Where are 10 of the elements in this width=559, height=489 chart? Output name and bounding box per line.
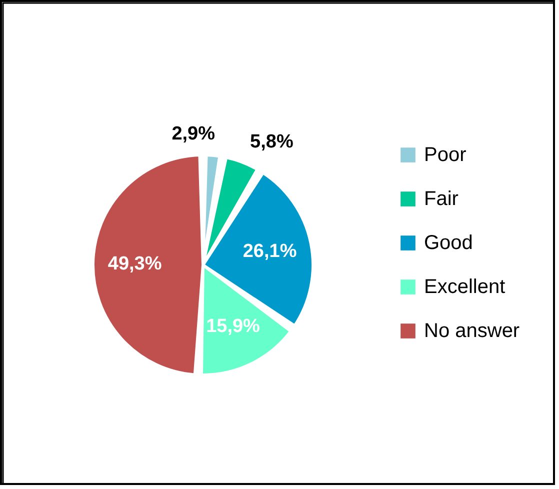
data-label: 26,1% [242,241,297,262]
data-label: 5,8% [250,132,294,153]
legend-label: No answer [424,320,520,342]
data-label: 15,9% [206,316,260,338]
legend-label: Fair [424,188,459,210]
data-label: 49,3% [108,254,162,274]
legend-label: Good [424,232,473,254]
legend-label: Poor [424,144,467,166]
legend-label: Excellent [424,276,506,298]
data-label: 2,9% [172,124,216,145]
